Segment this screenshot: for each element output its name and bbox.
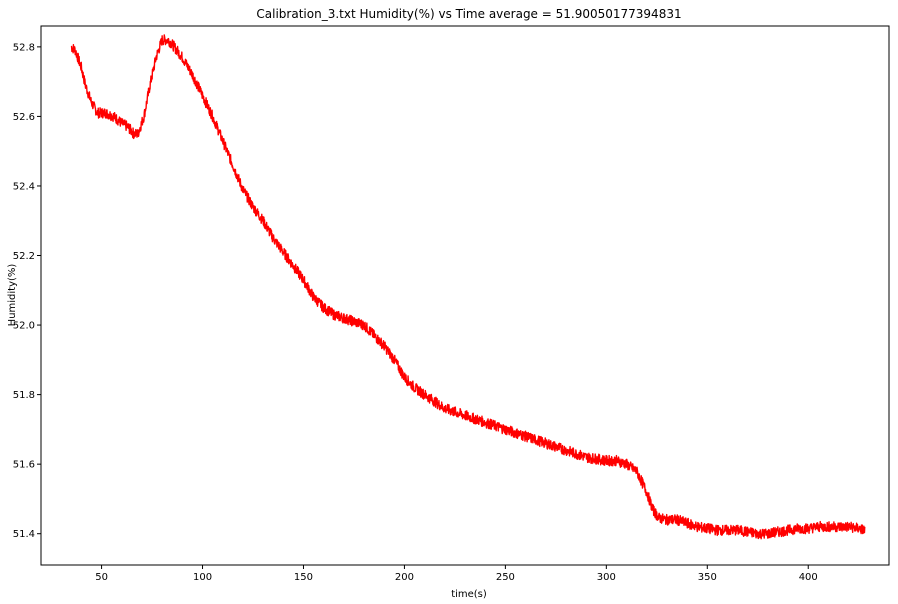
y-tick-label: 51.4 bbox=[13, 529, 35, 540]
x-tick-label: 350 bbox=[698, 572, 717, 583]
x-tick-label: 150 bbox=[294, 572, 313, 583]
y-tick-label: 51.8 bbox=[13, 390, 35, 401]
y-tick-label: 52.6 bbox=[13, 112, 35, 123]
x-axis-label: time(s) bbox=[451, 589, 487, 600]
y-tick-label: 51.6 bbox=[13, 460, 35, 471]
series-layer bbox=[70, 34, 866, 540]
x-axis-ticks: 50 100 150 200 250 300 350 400 bbox=[95, 565, 818, 583]
x-tick-label: 400 bbox=[799, 572, 818, 583]
y-axis-ticks: 51.4 51.6 51.8 52.0 52.2 52.4 52.6 52.8 bbox=[13, 42, 41, 540]
y-tick-label: 52.4 bbox=[13, 181, 35, 192]
y-tick-label: 52.8 bbox=[13, 42, 35, 53]
x-tick-label: 100 bbox=[193, 572, 212, 583]
chart-title: Calibration_3.txt Humidity(%) vs Time av… bbox=[256, 7, 681, 21]
y-axis-label: Humidity(%) bbox=[7, 264, 18, 327]
plot-frame bbox=[40, 25, 890, 566]
x-tick-label: 250 bbox=[496, 572, 515, 583]
y-tick-label: 52.2 bbox=[13, 251, 35, 262]
humidity-series-line bbox=[70, 34, 866, 540]
x-tick-label: 50 bbox=[95, 572, 108, 583]
x-tick-label: 200 bbox=[395, 572, 414, 583]
x-tick-label: 300 bbox=[597, 572, 616, 583]
y-tick-label: 52.0 bbox=[13, 321, 35, 332]
